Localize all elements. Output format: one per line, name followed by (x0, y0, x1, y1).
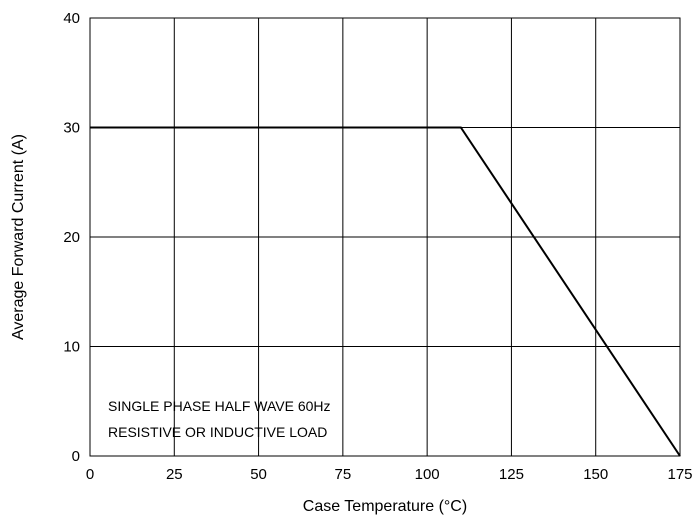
y-tick-label: 0 (72, 448, 80, 465)
y-tick-labels: 0 10 20 30 40 (63, 10, 80, 465)
x-tick-label: 50 (250, 466, 267, 483)
y-tick-label: 30 (63, 120, 80, 137)
y-tick-label: 20 (63, 229, 80, 246)
y-axis-label: Average Forward Current (A) (10, 134, 27, 340)
x-axis-label: Case Temperature (°C) (303, 498, 467, 515)
derating-curve (90, 126, 681, 457)
x-tick-label: 75 (335, 466, 352, 483)
x-tick-labels: 0 25 50 75 100 125 150 175 (86, 466, 693, 483)
annotation-line-1: SINGLE PHASE HALF WAVE 60Hz (108, 398, 331, 414)
x-tick-label: 25 (166, 466, 183, 483)
x-tick-label: 0 (86, 466, 94, 483)
y-tick-label: 40 (63, 10, 80, 27)
horizontal-gridlines (90, 17, 680, 457)
x-tick-label: 125 (499, 466, 524, 483)
y-tick-label: 10 (63, 339, 80, 356)
x-tick-label: 150 (583, 466, 608, 483)
plot-frame (89, 17, 681, 457)
x-tick-label: 100 (415, 466, 440, 483)
annotation-line-2: RESISTIVE OR INDUCTIVE LOAD (108, 424, 327, 440)
x-tick-label: 175 (667, 466, 692, 483)
